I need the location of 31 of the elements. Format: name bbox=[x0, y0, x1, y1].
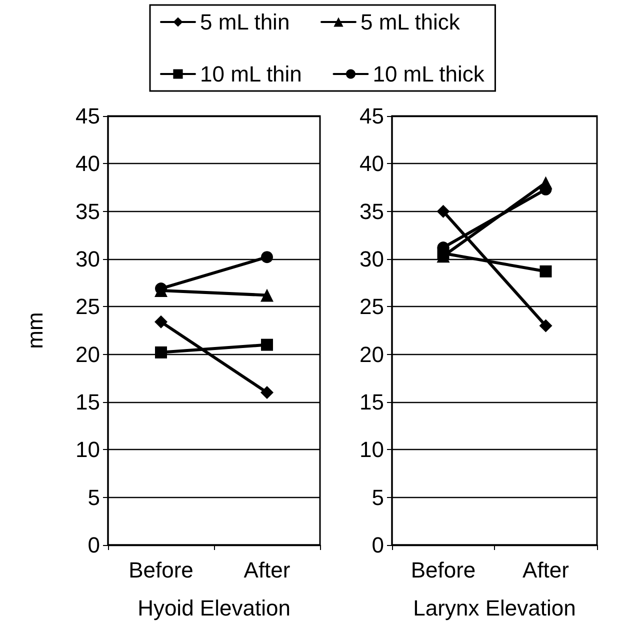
y-tick-label: 20 bbox=[360, 342, 384, 367]
y-tick-label: 5 bbox=[88, 484, 100, 510]
y-tick-label: 15 bbox=[360, 390, 384, 414]
y-tick-label: 30 bbox=[360, 246, 384, 272]
y-tick-label: 35 bbox=[360, 198, 384, 224]
y-tick-label: 45 bbox=[360, 104, 384, 128]
y-tick-label: 25 bbox=[360, 294, 384, 320]
y-tick-label: 40 bbox=[360, 151, 384, 176]
y-tick-label: 10 bbox=[76, 437, 100, 462]
legend-label: 5 mL thick bbox=[360, 10, 461, 34]
x-tick-label: After bbox=[522, 558, 569, 582]
x-tick-label: Before bbox=[410, 558, 476, 582]
y-tick-label: 5 bbox=[372, 484, 384, 510]
x-axis-title: Larynx Elevation bbox=[413, 596, 576, 620]
y-tick-label: 35 bbox=[76, 198, 100, 224]
y-tick-label: 45 bbox=[76, 104, 100, 128]
y-tick-label: 20 bbox=[76, 342, 100, 367]
y-tick-label: 25 bbox=[76, 294, 100, 320]
x-tick-label: After bbox=[244, 558, 290, 582]
legend-label: 10 mL thin bbox=[200, 62, 302, 86]
y-tick-label: 0 bbox=[372, 532, 384, 558]
y-tick-label: 10 bbox=[360, 437, 384, 462]
y-axis-title: mm bbox=[22, 312, 48, 349]
x-axis-title: Hyoid Elevation bbox=[138, 596, 290, 620]
legend-label: 10 mL thick bbox=[372, 62, 486, 86]
legend-label: 5 mL thin bbox=[200, 10, 290, 34]
y-tick-label: 15 bbox=[76, 390, 100, 414]
y-tick-label: 30 bbox=[76, 246, 100, 272]
x-tick-label: Before bbox=[128, 558, 194, 582]
y-tick-label: 0 bbox=[88, 532, 100, 558]
y-tick-label: 40 bbox=[76, 151, 100, 176]
